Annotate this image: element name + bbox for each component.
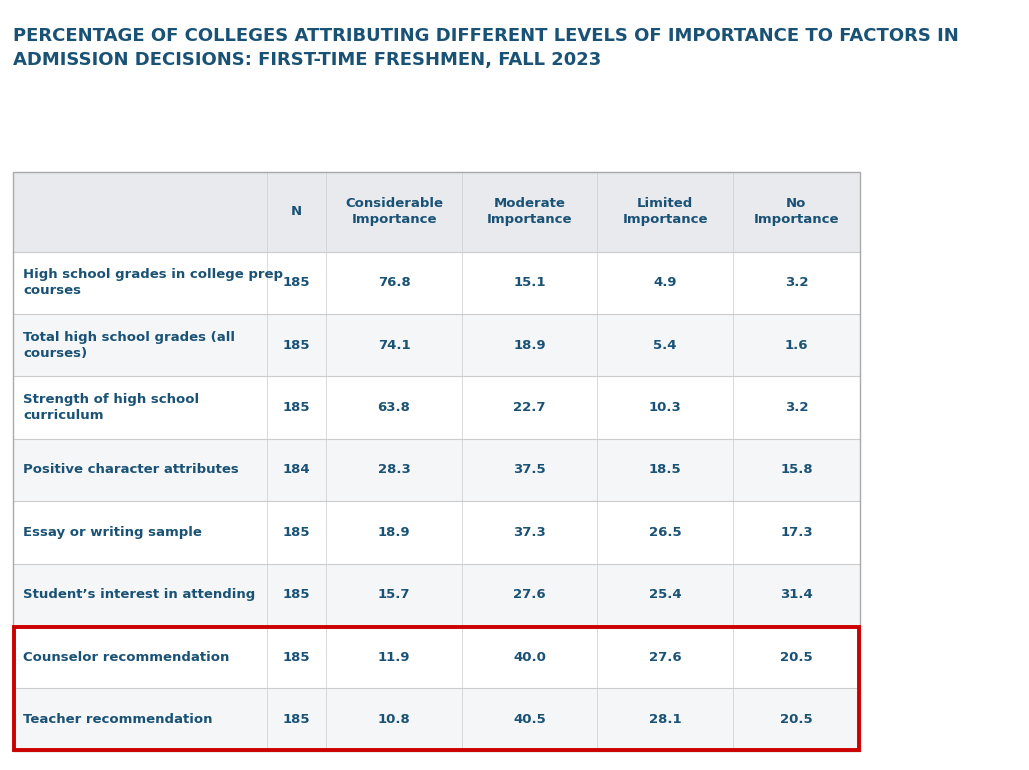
Text: 10.3: 10.3 xyxy=(648,401,681,414)
Text: 22.7: 22.7 xyxy=(513,401,545,414)
Text: Moderate
Importance: Moderate Importance xyxy=(487,197,572,226)
Bar xyxy=(12,172,860,751)
Text: No
Importance: No Importance xyxy=(753,197,840,226)
Text: N: N xyxy=(291,206,303,218)
Text: 185: 185 xyxy=(283,651,311,664)
Text: 27.6: 27.6 xyxy=(513,588,545,601)
Text: 40.0: 40.0 xyxy=(513,651,546,664)
Text: 1.6: 1.6 xyxy=(785,339,808,352)
Bar xyxy=(12,252,860,314)
Bar xyxy=(12,626,860,688)
Bar xyxy=(12,439,860,501)
Text: 185: 185 xyxy=(283,276,311,290)
Text: 74.1: 74.1 xyxy=(378,339,411,352)
Text: Positive character attributes: Positive character attributes xyxy=(24,464,239,477)
Text: 10.8: 10.8 xyxy=(378,713,411,726)
Text: 76.8: 76.8 xyxy=(378,276,411,290)
Text: 20.5: 20.5 xyxy=(780,713,813,726)
Text: 15.1: 15.1 xyxy=(513,276,545,290)
Text: 25.4: 25.4 xyxy=(649,588,681,601)
Text: PERCENTAGE OF COLLEGES ATTRIBUTING DIFFERENT LEVELS OF IMPORTANCE TO FACTORS IN
: PERCENTAGE OF COLLEGES ATTRIBUTING DIFFE… xyxy=(12,27,959,69)
Text: 17.3: 17.3 xyxy=(780,526,813,539)
Text: 185: 185 xyxy=(283,713,311,726)
Text: 15.7: 15.7 xyxy=(378,588,411,601)
Text: Considerable
Importance: Considerable Importance xyxy=(345,197,443,226)
Text: 5.4: 5.4 xyxy=(653,339,677,352)
Text: 4.9: 4.9 xyxy=(653,276,677,290)
Text: 18.9: 18.9 xyxy=(513,339,545,352)
Text: 15.8: 15.8 xyxy=(780,464,813,477)
Text: Teacher recommendation: Teacher recommendation xyxy=(24,713,213,726)
Text: 20.5: 20.5 xyxy=(780,651,813,664)
Text: Limited
Importance: Limited Importance xyxy=(623,197,708,226)
Text: Student’s interest in attending: Student’s interest in attending xyxy=(24,588,255,601)
Text: Strength of high school
curriculum: Strength of high school curriculum xyxy=(24,393,200,422)
Text: 40.5: 40.5 xyxy=(513,713,546,726)
Text: 31.4: 31.4 xyxy=(780,588,813,601)
Text: Essay or writing sample: Essay or writing sample xyxy=(24,526,202,539)
Text: High school grades in college prep
courses: High school grades in college prep cours… xyxy=(24,269,283,297)
Text: 28.1: 28.1 xyxy=(649,713,681,726)
Text: Total high school grades (all
courses): Total high school grades (all courses) xyxy=(24,331,236,360)
Text: 37.5: 37.5 xyxy=(513,464,545,477)
Bar xyxy=(12,314,860,377)
Text: 63.8: 63.8 xyxy=(378,401,411,414)
Text: 184: 184 xyxy=(283,464,311,477)
Text: 3.2: 3.2 xyxy=(785,401,808,414)
Text: Counselor recommendation: Counselor recommendation xyxy=(24,651,229,664)
Text: 26.5: 26.5 xyxy=(649,526,681,539)
Text: 27.6: 27.6 xyxy=(649,651,681,664)
Text: 37.3: 37.3 xyxy=(513,526,546,539)
Text: 11.9: 11.9 xyxy=(378,651,411,664)
Bar xyxy=(12,172,860,252)
Text: 185: 185 xyxy=(283,339,311,352)
Bar xyxy=(12,564,860,626)
Bar xyxy=(12,377,860,439)
Text: 18.9: 18.9 xyxy=(378,526,411,539)
Text: 185: 185 xyxy=(283,401,311,414)
Bar xyxy=(12,688,860,751)
Text: 185: 185 xyxy=(283,588,311,601)
Text: 185: 185 xyxy=(283,526,311,539)
Text: 18.5: 18.5 xyxy=(649,464,681,477)
Bar xyxy=(12,501,860,564)
Text: 3.2: 3.2 xyxy=(785,276,808,290)
Text: 28.3: 28.3 xyxy=(378,464,411,477)
